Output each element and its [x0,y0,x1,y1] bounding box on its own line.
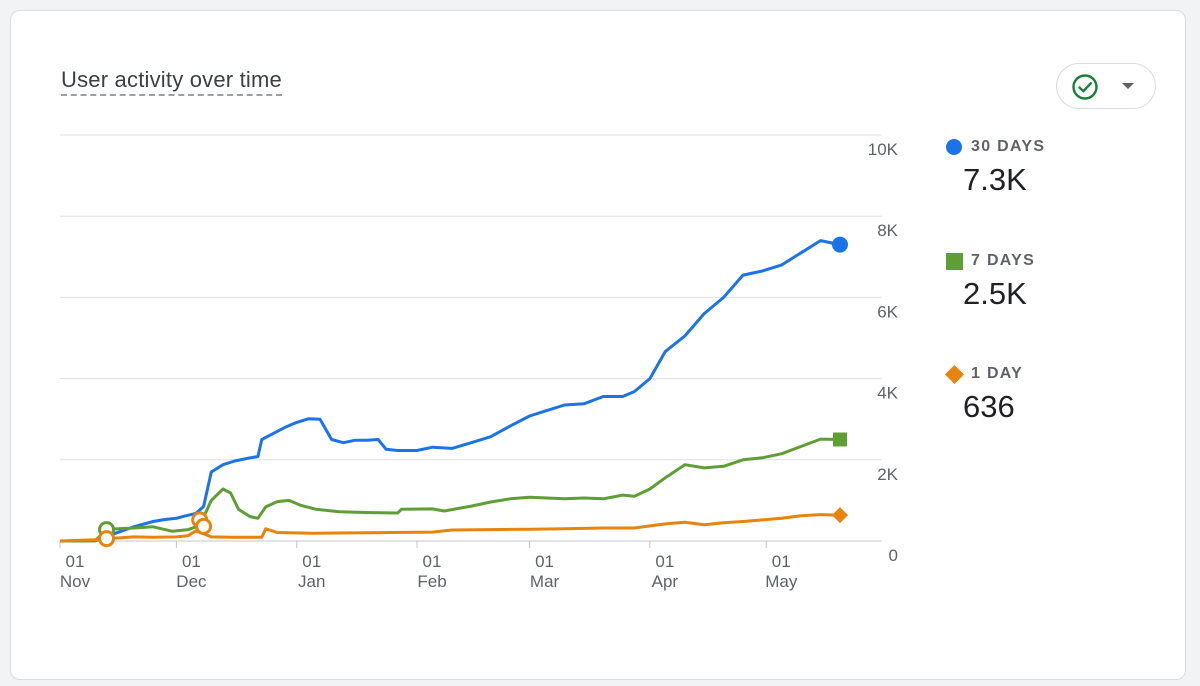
x-tick-month: Dec [176,572,207,591]
y-tick-label: 4K [877,384,898,403]
x-tick-day: 01 [535,552,554,571]
x-tick-month: Apr [652,572,679,591]
status-dropdown-button[interactable] [1056,63,1156,109]
annotation-marker [98,530,116,548]
legend-label: 7 DAYS [971,252,1036,269]
y-tick-label: 8K [877,221,898,240]
series-7-days-line [60,437,841,543]
x-tick-day: 01 [302,552,321,571]
check-circle-icon [1072,74,1098,100]
circle-marker-icon [946,139,962,155]
x-tick-day: 01 [772,552,791,571]
legend-label: 30 DAYS [971,138,1046,155]
series-30-days-line [60,239,841,543]
x-tick-day: 01 [182,552,201,571]
x-tick-month: May [765,572,798,591]
y-tick-label: 10K [868,140,899,159]
x-tick-month: Mar [530,572,560,591]
legend-value: 7.3K [963,162,1027,197]
legend-value: 2.5K [963,276,1027,311]
user-activity-card: User activity over time [10,10,1186,680]
series-7-days-end-marker [833,432,847,447]
series-1-day-line [59,513,841,543]
y-tick-label: 2K [877,465,898,484]
y-tick-label: 0 [889,546,898,565]
legend-label: 1 DAY [971,365,1024,382]
series-1-day-end-marker [832,507,848,524]
caret-down-icon [1122,83,1134,89]
card-title[interactable]: User activity over time [61,67,282,96]
x-tick-month: Jan [298,572,325,591]
series-30-days-end-marker [832,236,848,253]
x-tick-day: 01 [66,552,85,571]
square-marker-icon [946,253,963,270]
x-tick-day: 01 [655,552,674,571]
diamond-marker-icon [945,365,964,384]
y-tick-label: 6K [877,302,898,321]
x-tick-month: Feb [417,572,446,591]
annotation-marker [195,517,213,535]
x-tick-day: 01 [423,552,442,571]
legend-value: 636 [963,389,1015,424]
x-tick-month: Nov [60,572,91,591]
